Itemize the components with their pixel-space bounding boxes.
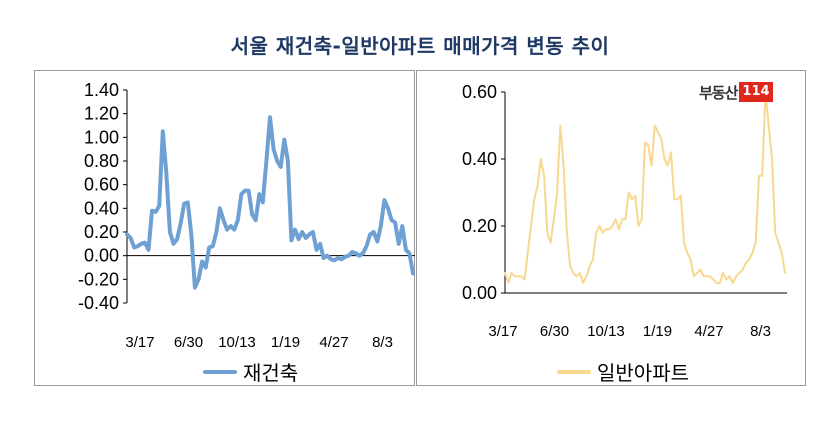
redevelopment-x-tick-label: 4/27 — [319, 334, 348, 351]
redevelopment-x-tick-label: 6/30 — [174, 334, 203, 351]
legend-swatch-general-apartment — [557, 369, 591, 374]
chart-panel-redevelopment: 1.40 1.20 1.00 0.80 0.60 0.40 0.20 0.00 -0.20 -0.… — [34, 70, 415, 386]
general-apartment-x-tick-label: 6/30 — [540, 323, 569, 340]
chart-panel-general-apartment: 0.60 0.40 0.20 0.00 3/17 6/30 10/13 1/19 4/27 8/3… — [416, 70, 806, 386]
brand-logo: 부동산 114 — [699, 81, 773, 103]
general-apartment-y-tick-label: 0.20 — [462, 216, 497, 236]
redevelopment-x-tick-label: 3/17 — [125, 334, 154, 351]
general-apartment-y-tick-label: 0.00 — [462, 283, 497, 303]
redevelopment-y-tick-label: 0.00 — [84, 246, 119, 266]
redevelopment-y-tick-label: -0.20 — [78, 269, 119, 289]
general-apartment-x-tick-label: 4/27 — [694, 323, 723, 340]
redevelopment-y-tick-label: 0.60 — [84, 175, 119, 195]
legend-general-apartment: 일반아파트 — [557, 357, 689, 386]
legend-label-general-apartment: 일반아파트 — [597, 361, 689, 385]
chart-title: 서울 재건축-일반아파트 매매가격 변동 추이 — [230, 34, 610, 58]
redevelopment-x-tick-label: 8/3 — [372, 334, 393, 351]
redevelopment-y-tick-label: 0.80 — [84, 151, 119, 171]
general-apartment-x-tick-label: 10/13 — [587, 323, 625, 340]
general-apartment-x-tick-label: 1/19 — [643, 323, 672, 340]
logo-number: 114 — [739, 82, 773, 102]
redevelopment-y-tick-label: 1.20 — [84, 104, 119, 124]
general-apartment-series-line — [504, 91, 786, 284]
general-apartment-y-tick-label: 0.40 — [462, 149, 497, 169]
general-apartment-y-tick-label: 0.60 — [462, 82, 497, 102]
general-apartment-x-tick-label: 3/17 — [488, 323, 517, 340]
legend-redevelopment: 재건축 — [203, 357, 298, 386]
redevelopment-y-tick-label: 0.20 — [84, 222, 119, 242]
chart-redevelopment: 1.40 1.20 1.00 0.80 0.60 0.40 0.20 0.00 -0.20 -0.… — [78, 80, 415, 351]
redevelopment-y-tick-label: 0.40 — [84, 198, 119, 218]
chart-general-apartment: 0.60 0.40 0.20 0.00 3/17 6/30 10/13 1/19 4/27 8/3 — [462, 82, 787, 340]
general-apartment-x-tick-label: 8/3 — [750, 323, 771, 340]
legend-swatch-redevelopment — [203, 369, 237, 374]
legend-label-redevelopment: 재건축 — [243, 361, 299, 385]
redevelopment-series-line — [125, 115, 415, 290]
redevelopment-x-tick-label: 1/19 — [271, 334, 300, 351]
redevelopment-x-tick-label: 10/13 — [218, 334, 256, 351]
redevelopment-y-tick-label: 1.40 — [84, 80, 119, 100]
redevelopment-y-tick-label: 1.00 — [84, 127, 119, 147]
logo-text: 부동산 — [699, 83, 738, 102]
redevelopment-y-tick-label: -0.40 — [78, 293, 119, 313]
